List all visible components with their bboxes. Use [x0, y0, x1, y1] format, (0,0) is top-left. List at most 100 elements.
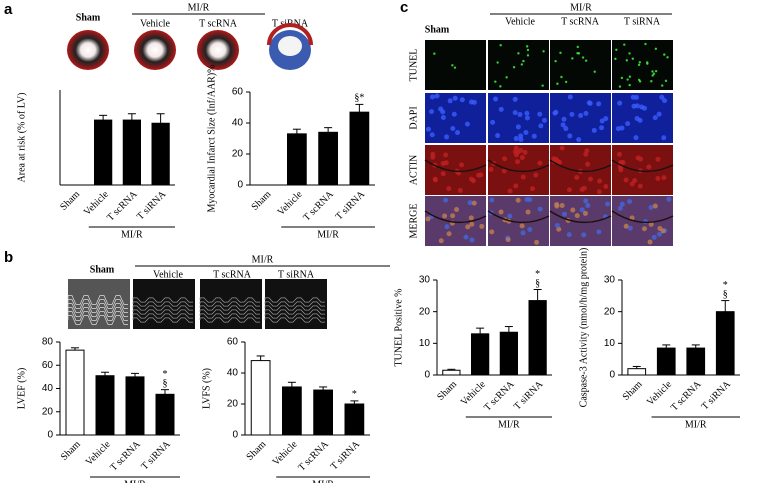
micrograph-dot: [534, 239, 540, 245]
micrograph-dot: [527, 197, 533, 203]
micrograph-dot: [619, 125, 625, 131]
x-tick-label: Sham: [58, 189, 82, 213]
micrograph-dot: [537, 206, 543, 212]
micrograph: [550, 40, 611, 90]
micrograph-dot: [469, 237, 475, 243]
x-tick-label: Sham: [435, 379, 459, 403]
micrograph-dot: [537, 111, 543, 117]
micrograph-fiber: [611, 210, 674, 224]
x-tick-label: Sham: [249, 189, 273, 213]
bar: [349, 111, 370, 186]
micrograph-dot: [651, 74, 654, 77]
micrograph-dot: [512, 110, 518, 116]
micrograph-dot: [597, 178, 603, 184]
header-condition: T scRNA: [199, 18, 238, 29]
micrograph-dot: [523, 129, 529, 135]
x-tick-label: Sham: [244, 439, 268, 463]
x-tick-label: Vehicle: [84, 439, 113, 468]
micrograph-dot: [554, 223, 560, 229]
echo-trace: [132, 305, 193, 311]
panel-label: b: [4, 249, 13, 266]
micrograph-dot: [498, 209, 504, 215]
micrograph-dot: [648, 205, 654, 211]
micrograph-dot: [553, 156, 559, 162]
echo-trace: [132, 309, 193, 315]
y-tick-label: 80: [42, 337, 54, 348]
micrograph-dot: [574, 213, 580, 219]
header-condition: T scRNA: [213, 269, 252, 280]
group-label: MI/R: [124, 479, 146, 483]
significance-mark: §: [535, 278, 540, 289]
micrograph-fiber: [549, 210, 612, 224]
bar: [318, 131, 338, 186]
micrograph-dot: [559, 51, 562, 55]
y-tick-label: 20: [604, 306, 616, 317]
x-tick-label: Vehicle: [271, 439, 300, 468]
micrograph-fiber: [424, 159, 487, 173]
micrograph-dot: [596, 229, 602, 235]
micrograph-dot: [478, 172, 484, 178]
micrograph-dot: [599, 118, 605, 124]
micrograph-dot: [425, 126, 431, 132]
micrograph-dot: [454, 207, 460, 213]
micrograph-dot: [576, 137, 582, 143]
micrograph-dot: [560, 122, 566, 128]
micrograph-dot: [526, 48, 530, 52]
echo-image: [200, 279, 262, 329]
bar: [125, 376, 145, 436]
micrograph-dot: [638, 80, 642, 83]
micrograph-dot: [570, 207, 576, 213]
micrograph-dot: [529, 186, 535, 192]
bar: [344, 403, 365, 436]
micrograph-dot: [628, 52, 631, 55]
micrograph-dot: [585, 202, 591, 208]
micrograph-dot: [574, 175, 580, 181]
header-group: MI/R: [188, 2, 210, 13]
echo-trace: [264, 305, 325, 311]
micrograph-dot: [587, 176, 593, 182]
micrograph-dot: [469, 221, 475, 227]
micrograph-dot: [495, 133, 501, 139]
micrograph-dot: [444, 134, 450, 140]
micrograph-dot: [520, 174, 526, 180]
y-tick-label: 0: [47, 430, 53, 441]
micrograph-dot: [560, 75, 563, 79]
micrograph-dot: [576, 45, 579, 49]
significance-mark: *: [352, 389, 357, 400]
micrograph-dot: [638, 61, 641, 64]
micrograph-dot: [641, 226, 647, 232]
x-tick-label: T scRNA: [105, 188, 140, 223]
micrograph-dot: [519, 223, 525, 229]
bar: [95, 375, 115, 436]
x-tick-label: T siRNA: [334, 188, 368, 222]
y-tick-label: 60: [232, 87, 244, 98]
y-tick-label: 40: [232, 118, 244, 129]
micrograph-dot: [538, 123, 544, 129]
micrograph-dot: [618, 159, 624, 165]
group-label: MI/R: [317, 229, 339, 240]
x-tick-label: T siRNA: [139, 438, 173, 472]
micrograph-dot: [447, 98, 453, 104]
row-label: DAPI: [408, 106, 419, 129]
micrograph-dot: [633, 135, 639, 141]
micrograph-dot: [498, 106, 504, 112]
bar: [715, 311, 735, 376]
micrograph-dot: [520, 230, 526, 236]
y-tick-label: 60: [42, 360, 54, 371]
micrograph-dot: [446, 231, 452, 237]
micrograph-dot: [657, 225, 663, 231]
micrograph-dot: [647, 239, 653, 245]
micrograph-dot: [603, 116, 609, 122]
significance-mark: *: [163, 369, 168, 380]
group-label: MI/R: [121, 229, 143, 240]
micrograph-dot: [537, 160, 543, 166]
micrograph-dot: [656, 231, 662, 237]
significance-mark: §*: [354, 93, 364, 104]
echo-trace: [199, 297, 260, 303]
micrograph-dot: [507, 188, 513, 194]
micrograph-dot: [440, 171, 446, 177]
micrograph-dot: [623, 43, 626, 46]
echo-image: [265, 279, 327, 329]
bar: [94, 119, 113, 186]
